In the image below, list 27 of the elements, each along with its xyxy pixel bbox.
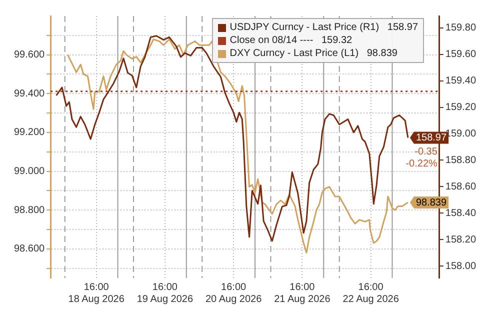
y2-tick-label: 159.20 [445, 102, 476, 114]
y2-tick-label: 159.40 [445, 76, 476, 87]
y2-tick-label: 158.80 [445, 154, 476, 166]
annotation: -0.22% [406, 158, 438, 170]
y2-tick-label: 158.00 [445, 260, 476, 272]
x-tick-label: 16:00 22 Aug 2026 [342, 282, 400, 305]
annotation: -0.35 [414, 146, 438, 158]
y-tick-label: 99.000 [14, 166, 46, 178]
data-label: 98.839 [416, 197, 447, 208]
y2-tick-label: 158.40 [445, 208, 476, 219]
x-tick-label: 16:00 19 Aug 2026 [136, 282, 194, 305]
y-tick-label: 98.600 [14, 244, 46, 255]
y-tick-label: 99.600 [14, 50, 46, 61]
legend-label: DXY Curncy - Last Price (L1) 98.839 [230, 47, 398, 60]
y2-tick-label: 158.20 [445, 234, 476, 246]
legend-label: Close on 08/14 ---- 159.32 [230, 34, 352, 47]
x-tick-label: 16:00 20 Aug 2026 [205, 282, 262, 305]
y-tick-label: 99.200 [14, 127, 46, 138]
x-tick-label: 16:00 18 Aug 2026 [68, 282, 125, 305]
legend-label: USDJPY Curncy - Last Price (R1) 158.97 [230, 21, 418, 34]
data-label: 158.97 [416, 132, 447, 144]
y2-tick-label: 159.80 [445, 22, 476, 34]
x-tick-label: 16:00 21 Aug 2026 [274, 282, 331, 305]
y2-tick-label: 158.60 [445, 181, 476, 192]
y-tick-label: 99.400 [14, 88, 46, 100]
y2-tick-label: 159.60 [445, 49, 476, 60]
y-tick-label: 98.800 [14, 204, 46, 216]
